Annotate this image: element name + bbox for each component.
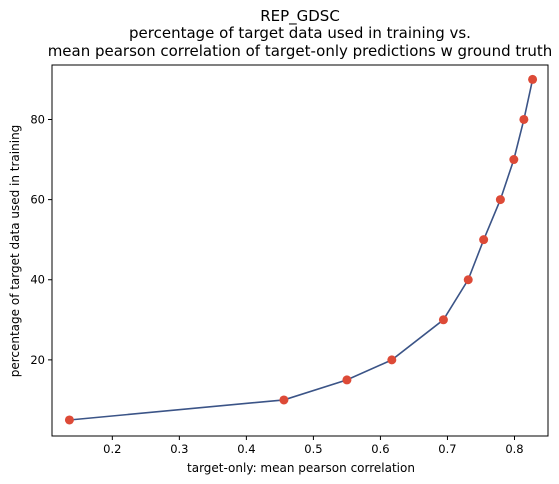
data-point xyxy=(528,74,538,84)
x-tick-label: 0.6 xyxy=(371,442,389,456)
plot-area xyxy=(64,74,538,425)
chart-title-line: REP_GDSC xyxy=(260,7,340,26)
x-tick-label: 0.5 xyxy=(304,442,322,456)
x-axis-ticks: 0.2 0.3 0.4 0.5 0.6 0.7 0.8 xyxy=(103,436,524,456)
y-tick-label: 60 xyxy=(30,193,45,207)
y-tick-label: 20 xyxy=(30,353,45,367)
chart-title: REP_GDSC percentage of target data used … xyxy=(48,7,553,60)
x-axis-label: target-only: mean pearson correlation xyxy=(187,461,415,475)
data-point xyxy=(279,395,289,405)
x-tick-label: 0.7 xyxy=(438,442,456,456)
data-point xyxy=(463,275,473,285)
x-tick-label: 0.8 xyxy=(505,442,523,456)
data-point xyxy=(64,415,74,425)
x-tick-label: 0.3 xyxy=(170,442,188,456)
data-point xyxy=(438,315,448,325)
data-point xyxy=(342,375,352,385)
y-tick-label: 80 xyxy=(30,112,45,126)
x-tick-label: 0.2 xyxy=(103,442,121,456)
plot-frame xyxy=(51,64,549,437)
x-tick-label: 0.4 xyxy=(237,442,255,456)
y-tick-label: 40 xyxy=(30,273,45,287)
data-point xyxy=(495,195,505,205)
chart-title-line: mean pearson correlation of target-only … xyxy=(48,42,553,60)
y-axis-label: percentage of target data used in traini… xyxy=(8,125,22,378)
chart-title-line: percentage of target data used in traini… xyxy=(129,24,471,42)
series-line xyxy=(69,79,534,421)
data-point xyxy=(509,155,519,165)
data-point xyxy=(479,235,489,245)
y-axis-ticks: 20 40 60 80 xyxy=(30,112,52,367)
data-point xyxy=(387,355,397,365)
data-point xyxy=(519,114,529,124)
